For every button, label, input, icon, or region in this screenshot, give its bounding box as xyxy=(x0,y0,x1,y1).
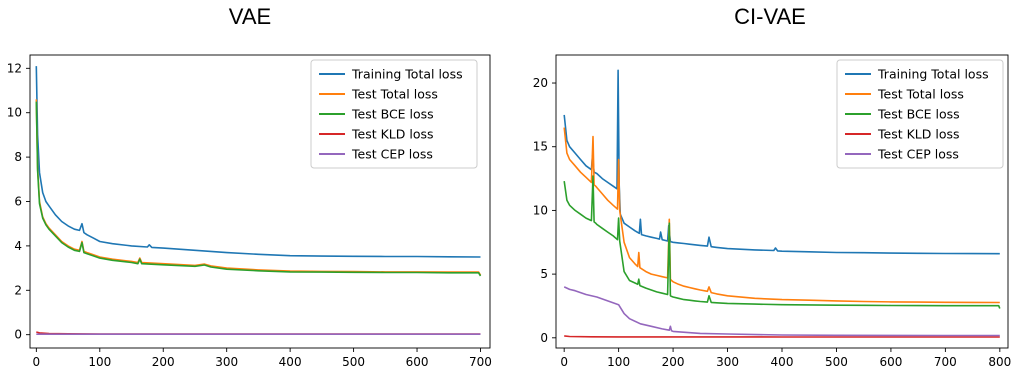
x-tick-label-1-7: 700 xyxy=(934,355,957,369)
legend-0: Training Total loss Test Total loss Test B… xyxy=(310,59,478,169)
chart-title-vae: VAE xyxy=(228,4,272,29)
x-tick-label-0-0: 0 xyxy=(33,355,41,369)
legend-box-1 xyxy=(836,59,1004,169)
y-tick-label-1-2: 10 xyxy=(533,203,548,217)
legend-label-0-1: Test Total loss xyxy=(351,87,438,102)
y-tick-label-1-4: 20 xyxy=(533,76,548,90)
x-tick-label-0-1: 100 xyxy=(88,355,111,369)
y-tick-label-1-0: 0 xyxy=(540,331,548,345)
y-tick-label-0-4: 8 xyxy=(14,150,22,164)
series-line-1-0 xyxy=(563,69,1000,255)
legend-label-1-1: Test Total loss xyxy=(877,87,964,102)
legend-label-0-4: Test CEP loss xyxy=(351,147,433,162)
x-tick-label-0-2: 200 xyxy=(152,355,175,369)
x-tick-label-1-0: 0 xyxy=(560,355,568,369)
y-tick-label-0-3: 6 xyxy=(14,195,22,209)
x-tick-label-1-3: 300 xyxy=(716,355,739,369)
legend-1: Training Total loss Test Total loss Test B… xyxy=(836,59,1004,169)
x-tick-label-1-8: 800 xyxy=(988,355,1011,369)
chart-0: 0 100 200 300 400 500 600 700 0 2 4 6 8 10 12 Training … xyxy=(7,54,492,369)
legend-label-0-0: Training Total loss xyxy=(351,67,463,82)
y-tick-label-0-2: 4 xyxy=(14,239,22,253)
y-tick-label-0-5: 10 xyxy=(7,106,22,120)
x-tick-label-0-5: 500 xyxy=(342,355,365,369)
legend-label-1-3: Test KLD loss xyxy=(877,127,960,142)
y-tick-label-1-1: 5 xyxy=(540,267,548,281)
x-tick-label-0-4: 400 xyxy=(279,355,302,369)
x-tick-label-0-3: 300 xyxy=(215,355,238,369)
series-line-1-2 xyxy=(563,175,1001,309)
series-line-0-0 xyxy=(35,66,481,258)
legend-label-1-0: Training Total loss xyxy=(877,67,989,82)
y-tick-label-0-6: 12 xyxy=(7,61,22,75)
series-line-0-2 xyxy=(35,101,482,277)
y-tick-label-0-0: 0 xyxy=(14,328,22,342)
x-tick-label-0-7: 700 xyxy=(469,355,492,369)
chart-1: 0 100 200 300 400 500 600 700 800 0 5 10 15 20 Trainin… xyxy=(533,54,1011,369)
series-line-1-1 xyxy=(563,127,1000,304)
legend-label-0-2: Test BCE loss xyxy=(351,107,434,122)
x-tick-label-1-6: 600 xyxy=(879,355,902,369)
x-tick-label-1-4: 400 xyxy=(771,355,794,369)
chart-title-ci-vae: CI-VAE xyxy=(734,4,806,29)
y-tick-label-0-1: 2 xyxy=(14,283,22,297)
legend-label-0-3: Test KLD loss xyxy=(351,127,434,142)
x-tick-label-1-2: 200 xyxy=(662,355,685,369)
series-line-1-3 xyxy=(564,335,1000,338)
x-tick-label-1-1: 100 xyxy=(607,355,630,369)
legend-label-1-4: Test CEP loss xyxy=(877,147,959,162)
series-line-1-4 xyxy=(563,286,1000,337)
legend-box-0 xyxy=(310,59,478,169)
legend-label-1-2: Test BCE loss xyxy=(877,107,960,122)
x-tick-label-1-5: 500 xyxy=(825,355,848,369)
y-tick-label-1-3: 15 xyxy=(533,140,548,154)
x-tick-label-0-6: 600 xyxy=(406,355,429,369)
